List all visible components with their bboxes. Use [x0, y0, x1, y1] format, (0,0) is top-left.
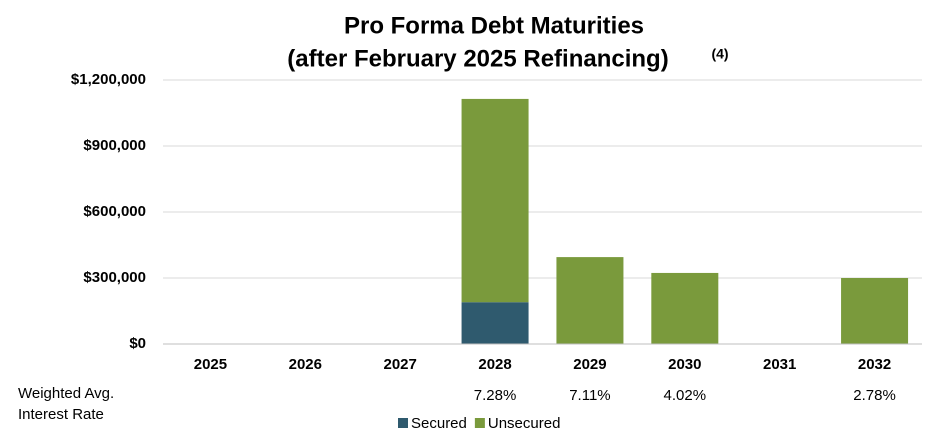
rate-label: 2.78%	[853, 387, 896, 404]
y-tick-label: $600,000	[83, 203, 146, 220]
rate-row-label: Interest Rate	[18, 406, 104, 423]
rate-label: 7.28%	[474, 387, 517, 404]
x-tick-label: 2026	[289, 356, 322, 373]
chart-subtitle: (after February 2025 Refinancing)	[287, 45, 668, 72]
y-tick-label: $0	[129, 335, 146, 352]
x-tick-label: 2025	[194, 356, 227, 373]
x-tick-label: 2027	[384, 356, 417, 373]
rate-row-label: Weighted Avg.	[18, 385, 114, 402]
chart-title: Pro Forma Debt Maturities	[344, 12, 644, 39]
bar	[651, 272, 719, 344]
legend-label: Unsecured	[488, 415, 561, 432]
rate-label: 7.11%	[569, 387, 610, 404]
y-tick-label: $300,000	[83, 269, 146, 286]
x-tick-label: 2028	[478, 356, 511, 373]
bar	[556, 257, 624, 344]
x-tick-label: 2029	[573, 356, 606, 373]
y-tick-label: $1,200,000	[71, 71, 146, 88]
x-tick-label: 2030	[668, 356, 701, 373]
x-tick-label: 2032	[858, 356, 891, 373]
title-note: (4)	[711, 46, 728, 62]
x-tick-label: 2031	[763, 356, 796, 373]
rate-label: 4.02%	[664, 387, 707, 404]
y-tick-label: $900,000	[83, 137, 146, 154]
bar	[461, 98, 529, 303]
bar	[841, 278, 909, 344]
legend-swatch	[474, 418, 485, 428]
legend-swatch	[398, 418, 408, 428]
bar	[461, 302, 529, 344]
legend-label: Secured	[411, 415, 467, 432]
